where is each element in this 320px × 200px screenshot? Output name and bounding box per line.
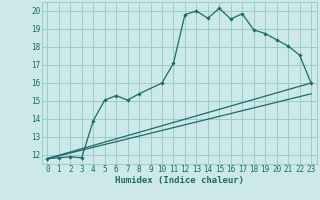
X-axis label: Humidex (Indice chaleur): Humidex (Indice chaleur) [115,176,244,185]
